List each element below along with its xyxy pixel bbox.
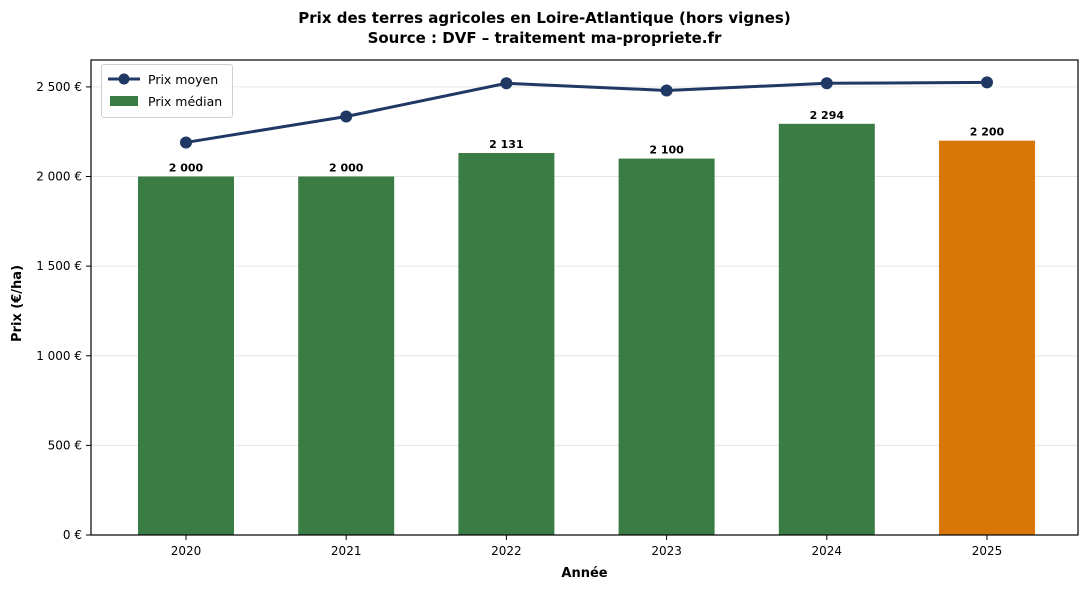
y-tick-label: 1 500 € [36,259,82,273]
chart-legend: Prix moyen Prix médian [101,64,233,118]
legend-label-median: Prix médian [148,93,223,109]
chart-title: Prix des terres agricoles en Loire-Atlan… [298,9,791,27]
line-marker-icon [108,72,140,86]
bar-value-label: 2 294 [810,109,845,122]
mean-price-marker [660,84,673,97]
bar-2022 [458,153,555,535]
mean-price-line [185,80,988,144]
y-tick-label: 0 € [63,528,82,542]
y-tick-label: 2 500 € [36,80,82,94]
bar-value-label: 2 000 [329,162,364,175]
x-tick-label: 2021 [331,544,362,558]
mean-price-marker [981,76,993,89]
legend-item-median: Prix médian [102,91,222,111]
y-axis-title: Prix (€/ha) [10,265,25,342]
mean-price-marker [820,77,833,90]
bar-value-label: 2 100 [649,144,684,157]
bar-value-label: 2 131 [489,138,523,151]
x-tick-label: 2020 [171,544,202,558]
y-tick-label: 1 000 € [36,349,82,363]
x-tick-label: 2024 [812,544,843,558]
mean-price-marker [500,77,513,90]
y-tick-label: 500 € [48,438,82,452]
bar-2021 [298,176,395,535]
bar-2025 [939,140,1035,535]
x-axis-title: Année [561,566,607,581]
bar-value-label: 2 000 [169,162,204,175]
legend-label-mean: Prix moyen [148,71,219,87]
chart-subtitle: Source : DVF – traitement ma-propriete.f… [367,29,722,47]
bar-2024 [778,123,875,536]
bar-2020 [138,176,234,535]
bar-value-label: 2 200 [970,126,1005,139]
mean-price-marker [180,136,192,149]
bar-2023 [618,158,715,535]
y-tick-label: 2 000 € [36,170,82,184]
x-tick-label: 2023 [651,544,682,558]
x-tick-label: 2022 [491,544,522,558]
plot-frame [90,59,1079,536]
mean-price-marker [340,110,353,123]
x-tick-label: 2025 [972,544,1003,558]
bar-swatch-icon [108,94,140,108]
legend-item-mean: Prix moyen [102,69,218,89]
